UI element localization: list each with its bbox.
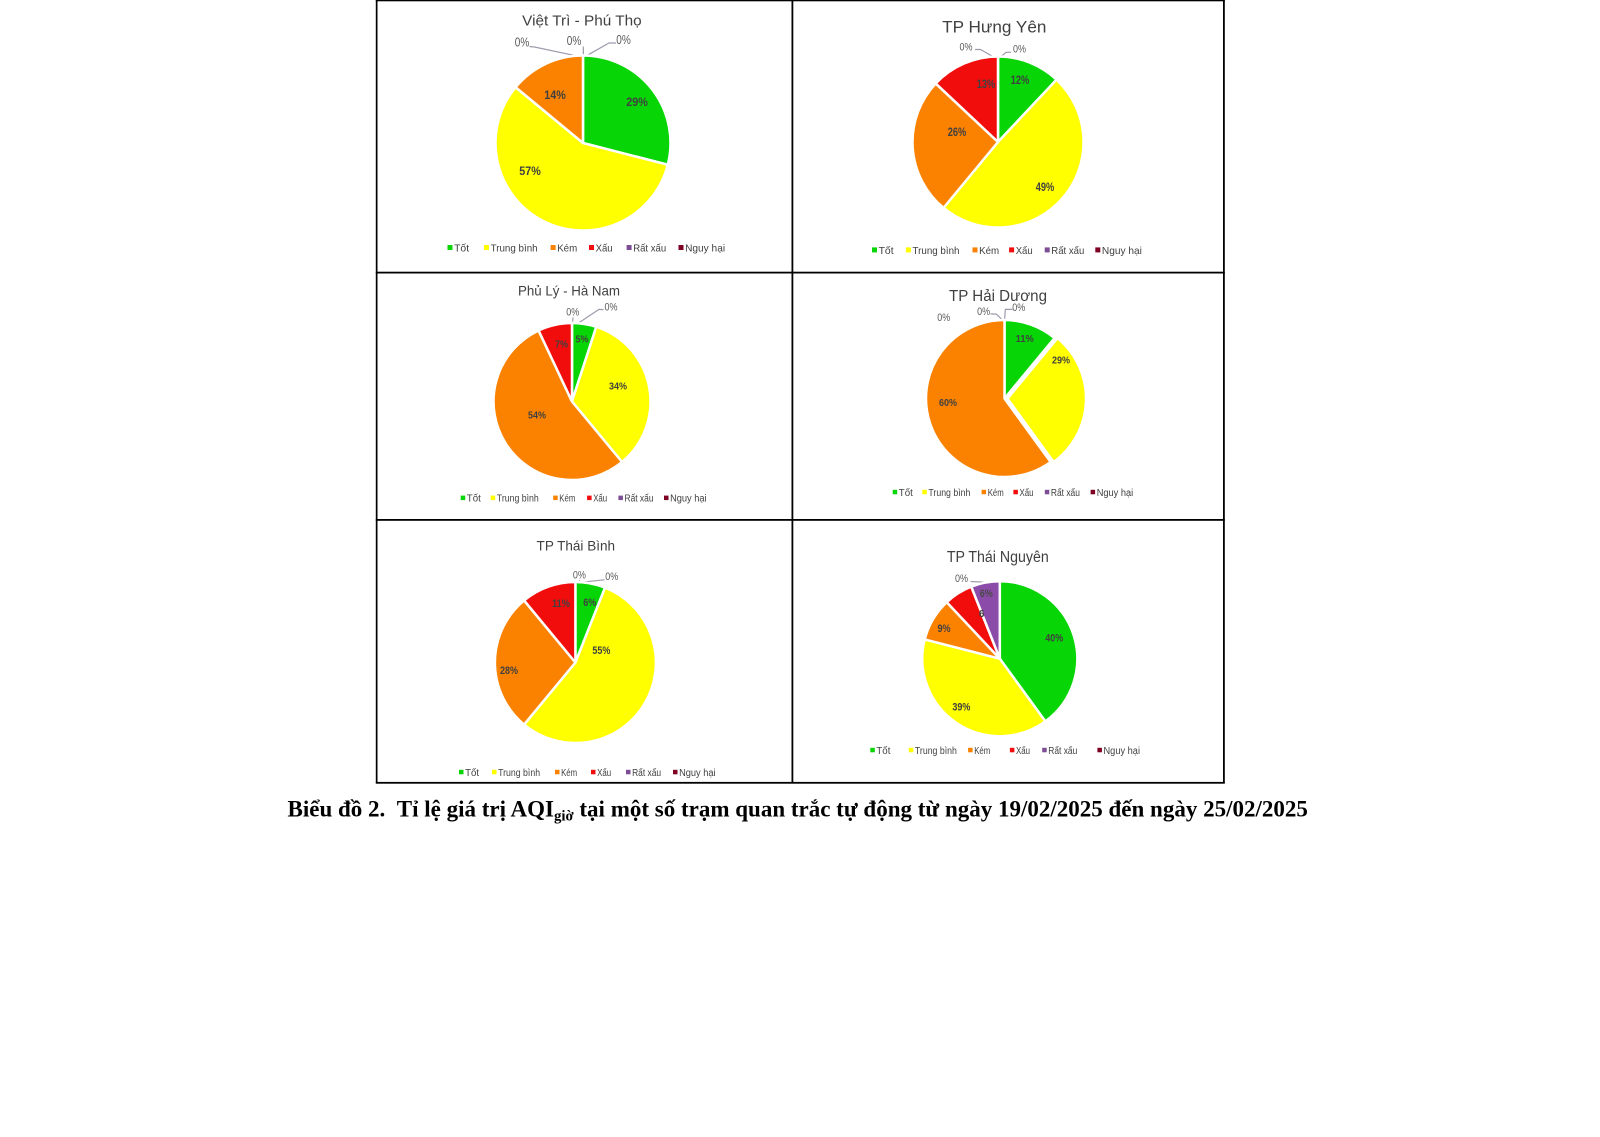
svg-text:Rất xấu: Rất xấu	[1051, 245, 1084, 257]
svg-text:Nguy hại: Nguy hại	[670, 494, 707, 505]
svg-text:Xấu: Xấu	[1020, 487, 1034, 499]
svg-text:Kém: Kém	[557, 243, 577, 255]
svg-text:Kém: Kém	[988, 488, 1004, 499]
svg-text:54%: 54%	[528, 411, 546, 422]
svg-text:Tốt: Tốt	[879, 245, 894, 257]
svg-text:Kém: Kém	[559, 494, 575, 505]
svg-text:57%: 57%	[519, 164, 541, 178]
svg-text:TP Thái Bình: TP Thái Bình	[537, 539, 616, 554]
svg-text:6: 6	[979, 609, 985, 620]
svg-text:TP Hưng Yên: TP Hưng Yên	[942, 17, 1046, 36]
svg-text:Trung bình: Trung bình	[913, 245, 960, 257]
svg-text:Trung bình: Trung bình	[491, 243, 538, 255]
svg-text:6%: 6%	[980, 588, 993, 600]
svg-text:Phủ Lý - Hà Nam: Phủ Lý - Hà Nam	[518, 283, 620, 299]
svg-text:Tốt: Tốt	[467, 493, 481, 505]
svg-text:0%: 0%	[515, 36, 530, 50]
svg-text:0%: 0%	[566, 307, 579, 319]
svg-text:Rất xấu: Rất xấu	[1048, 745, 1077, 757]
svg-text:13%: 13%	[977, 79, 996, 91]
svg-text:Rất xấu: Rất xấu	[632, 767, 661, 779]
svg-text:TP Hải Dương: TP Hải Dương	[949, 288, 1047, 305]
svg-text:28%: 28%	[500, 665, 518, 677]
svg-text:49%: 49%	[1036, 182, 1055, 194]
svg-text:Kém: Kém	[561, 768, 577, 779]
svg-text:39%: 39%	[952, 702, 970, 714]
svg-text:0%: 0%	[605, 571, 618, 583]
svg-text:Tốt: Tốt	[465, 767, 479, 779]
svg-text:0%: 0%	[977, 306, 990, 318]
svg-text:0%: 0%	[567, 34, 582, 48]
svg-text:Tốt: Tốt	[899, 487, 913, 499]
svg-text:Trung bình: Trung bình	[497, 494, 539, 505]
svg-text:26%: 26%	[948, 127, 967, 139]
svg-text:Trung bình: Trung bình	[928, 488, 970, 499]
svg-text:Nguy hại: Nguy hại	[685, 243, 725, 255]
svg-text:0%: 0%	[955, 573, 968, 585]
svg-text:34%: 34%	[609, 382, 627, 393]
svg-text:0%: 0%	[1012, 302, 1025, 314]
svg-text:5%: 5%	[576, 335, 589, 346]
svg-text:TP Thái Nguyên: TP Thái Nguyên	[947, 549, 1049, 566]
svg-text:40%: 40%	[1045, 632, 1063, 644]
svg-text:Nguy hại: Nguy hại	[1104, 746, 1141, 757]
svg-text:Xấu: Xấu	[597, 767, 611, 779]
svg-text:0%: 0%	[605, 302, 618, 314]
svg-text:14%: 14%	[544, 88, 566, 102]
svg-text:Tốt: Tốt	[876, 745, 890, 757]
svg-text:60%: 60%	[939, 397, 958, 409]
svg-text:0%: 0%	[1013, 44, 1026, 56]
svg-text:11%: 11%	[1016, 333, 1035, 345]
svg-text:0%: 0%	[960, 42, 973, 54]
svg-text:0%: 0%	[573, 569, 586, 581]
svg-text:Xấu: Xấu	[1016, 245, 1033, 257]
svg-text:0%: 0%	[937, 312, 950, 324]
svg-text:Trung bình: Trung bình	[498, 768, 540, 779]
svg-text:55%: 55%	[592, 645, 610, 657]
svg-text:Trung bình: Trung bình	[915, 746, 957, 757]
svg-text:Rất xấu: Rất xấu	[625, 493, 654, 505]
svg-text:7%: 7%	[555, 340, 568, 351]
svg-text:Nguy hại: Nguy hại	[1097, 488, 1134, 499]
svg-text:Rất xấu: Rất xấu	[633, 243, 666, 255]
svg-text:Nguy hại: Nguy hại	[679, 768, 716, 779]
svg-text:Nguy hại: Nguy hại	[1102, 245, 1142, 257]
svg-text:Biểu đồ 2. Tỉ lệ giá trị AQIg: Biểu đồ 2. Tỉ lệ giá trị AQIgiờ tại một …	[288, 797, 1308, 825]
svg-text:29%: 29%	[1052, 355, 1071, 367]
svg-text:12%: 12%	[1011, 75, 1030, 87]
svg-text:Xấu: Xấu	[593, 493, 607, 505]
svg-text:11%: 11%	[552, 598, 570, 610]
svg-text:Kém: Kém	[979, 245, 999, 257]
svg-text:Xấu: Xấu	[1016, 745, 1030, 757]
svg-text:0%: 0%	[616, 33, 631, 47]
svg-text:Việt Trì - Phú Thọ: Việt Trì - Phú Thọ	[522, 12, 642, 29]
svg-text:Rất xấu: Rất xấu	[1051, 487, 1080, 499]
svg-text:Xấu: Xấu	[596, 243, 613, 255]
svg-text:9%: 9%	[938, 623, 951, 635]
svg-text:Kém: Kém	[974, 746, 990, 757]
svg-text:29%: 29%	[626, 95, 648, 109]
svg-text:6%: 6%	[583, 597, 596, 609]
svg-text:Tốt: Tốt	[454, 243, 469, 255]
